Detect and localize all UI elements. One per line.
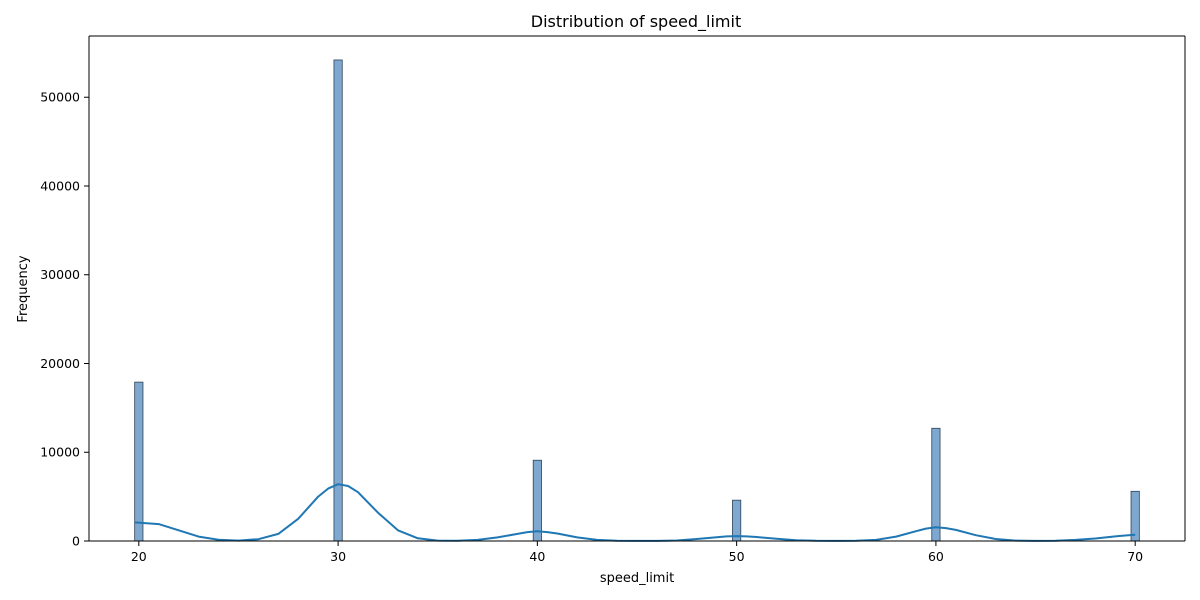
histogram-bar-70 — [1130, 490, 1140, 542]
x-tick-label: 70 — [1127, 549, 1143, 564]
kde-line — [134, 483, 1136, 542]
plot-frame — [88, 35, 1186, 542]
histogram-bar-60 — [931, 427, 941, 542]
x-tick-label: 40 — [529, 549, 545, 564]
x-axis-ticks: 20 30 40 50 60 70 — [131, 541, 1143, 564]
y-tick-label: 10000 — [40, 445, 80, 460]
histogram-bar-20 — [134, 381, 144, 542]
x-tick-label: 20 — [131, 549, 147, 564]
y-tick-label: 50000 — [40, 90, 80, 105]
histogram-bar-40 — [532, 459, 542, 542]
bars-group — [134, 59, 1140, 542]
y-tick-label: 0 — [72, 534, 80, 549]
histogram-bar-30 — [333, 59, 343, 542]
y-tick-label: 40000 — [40, 178, 80, 193]
y-tick-label: 20000 — [40, 356, 80, 371]
y-axis-ticks: 0 10000 20000 30000 40000 50000 — [40, 90, 89, 549]
x-tick-label: 50 — [729, 549, 745, 564]
y-tick-label: 30000 — [40, 267, 80, 282]
histogram-bar-50 — [732, 499, 742, 542]
x-tick-label: 30 — [330, 549, 346, 564]
chart-title: Distribution of speed_limit — [531, 12, 741, 32]
y-axis-label: Frequency — [16, 255, 31, 322]
kde-curve-group — [134, 483, 1136, 542]
x-axis-label: speed_limit — [600, 571, 674, 586]
x-tick-label: 60 — [928, 549, 944, 564]
